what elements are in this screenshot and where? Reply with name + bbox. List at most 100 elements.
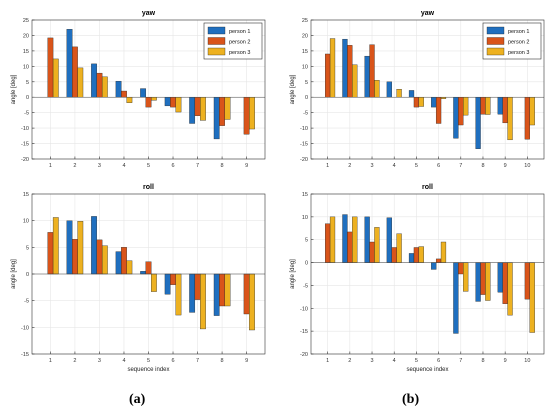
chart-title: roll (422, 184, 433, 191)
bar (96, 239, 103, 275)
y-tick-label: -10 (21, 325, 29, 331)
legend-label: person 2 (508, 40, 529, 46)
bar (126, 97, 133, 103)
bar (431, 262, 437, 270)
bar (189, 273, 196, 313)
y-tick-label: -15 (21, 352, 29, 358)
bar (391, 247, 397, 263)
x-tick-label: 7 (196, 163, 199, 169)
x-tick-label: 8 (481, 358, 484, 364)
x-tick-label: 2 (348, 163, 351, 169)
legend-swatch (486, 26, 505, 35)
chart-yaw-b: 25 20 15 10 5 0 -5 -10 -15 -20 1 2 3 4 5 6 7 8 9 10 yaw angle… (290, 10, 545, 169)
bar (52, 217, 59, 275)
y-tick-label: 0 (26, 95, 29, 101)
y-axis-label: angle [deg] (290, 259, 296, 289)
bar (485, 97, 491, 115)
bar (175, 97, 182, 113)
bar (77, 221, 84, 275)
bar (435, 97, 442, 124)
y-tick-label: -5 (303, 111, 308, 117)
y-axis-label: angle [deg] (290, 74, 296, 104)
legend-swatch (486, 47, 505, 56)
bar (364, 216, 370, 263)
legend-label: person 1 (229, 29, 250, 35)
bar (52, 58, 59, 98)
bar (126, 260, 133, 275)
bar (507, 262, 513, 316)
bar (189, 97, 196, 124)
bar (175, 273, 182, 316)
x-tick-label: 1 (326, 163, 329, 169)
y-tick-label: 15 (23, 49, 29, 55)
bar (463, 97, 469, 116)
x-tick-label: 6 (437, 163, 440, 169)
bar (396, 89, 402, 98)
caption-b: (b) (402, 392, 420, 407)
chart-title: roll (143, 184, 154, 191)
x-tick-label: 10 (524, 163, 530, 169)
bar (91, 63, 97, 98)
bar (529, 262, 535, 333)
bar (475, 262, 481, 302)
bar (364, 55, 370, 98)
legend: person 1 person 2 person 3 (482, 22, 542, 60)
bar (224, 273, 231, 307)
y-tick-label: 15 (302, 49, 308, 55)
y-tick-label: 5 (305, 238, 308, 244)
y-tick-label: 5 (305, 80, 308, 86)
y-tick-label: -15 (300, 142, 308, 148)
axes-frame (310, 19, 545, 160)
bar (213, 97, 220, 140)
bar (115, 251, 122, 275)
bar (374, 227, 380, 263)
chart-roll-b: 15 10 5 0 -5 -10 -15 -20 1 2 3 4 5 6 7 8 9 10 roll angle [d… (290, 184, 545, 373)
x-axis-label: sequence index (127, 367, 169, 373)
y-tick-label: -15 (300, 329, 308, 335)
bar (413, 247, 420, 263)
legend-swatch (207, 47, 226, 56)
y-tick-label: -20 (300, 352, 308, 358)
legend-swatch (207, 26, 226, 35)
x-tick-label: 8 (221, 358, 224, 364)
y-axis-label: angle [deg] (11, 259, 17, 289)
caption-a: (a) (129, 392, 146, 407)
x-tick-label: 6 (171, 358, 174, 364)
bar (347, 45, 353, 98)
bar (453, 97, 459, 139)
y-tick-label: -15 (21, 142, 29, 148)
x-tick-label: 4 (122, 163, 125, 169)
bar (386, 81, 392, 98)
bar (249, 273, 255, 331)
bar (72, 239, 78, 275)
y-tick-label: 5 (26, 80, 29, 86)
legend-label: person 1 (508, 29, 529, 35)
bar (463, 262, 469, 292)
bar (243, 273, 250, 315)
bar (352, 216, 358, 263)
y-tick-label: 0 (26, 272, 29, 278)
bar (170, 97, 176, 108)
bar (480, 97, 486, 115)
axes-frame (31, 19, 266, 160)
bar (200, 97, 206, 121)
axes-frame (310, 193, 545, 355)
bar (418, 97, 424, 107)
bar (151, 273, 157, 292)
y-tick-label: 10 (23, 219, 29, 225)
y-tick-label: 25 (23, 18, 29, 24)
bar (164, 97, 171, 107)
bar (213, 273, 220, 316)
x-tick-label: 9 (245, 163, 248, 169)
y-tick-label: 15 (302, 192, 308, 198)
bar (524, 97, 530, 140)
x-tick-label: 5 (415, 358, 418, 364)
bar (475, 97, 481, 149)
x-tick-label: 6 (437, 358, 440, 364)
y-axis-label: angle [deg] (11, 74, 17, 104)
legend: person 1 person 2 person 3 (203, 22, 263, 60)
bar (140, 88, 146, 98)
bar (529, 97, 535, 126)
x-tick-label: 9 (504, 163, 507, 169)
x-tick-label: 5 (415, 163, 418, 169)
